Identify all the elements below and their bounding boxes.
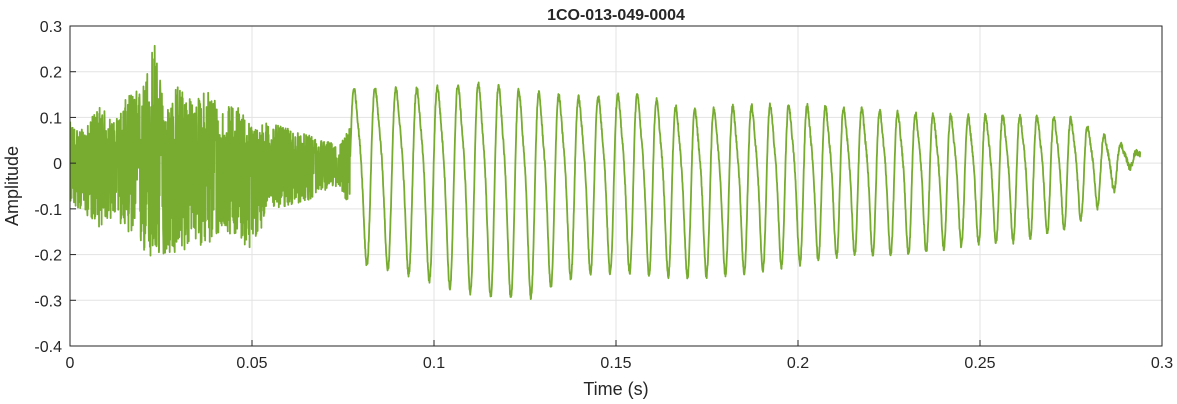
x-tick-label: 0.3 xyxy=(1151,355,1173,372)
y-tick-label: -0.2 xyxy=(34,248,62,265)
x-axis-label: Time (s) xyxy=(583,379,648,399)
y-tick-label: 0.2 xyxy=(40,65,62,82)
y-tick-label: 0.1 xyxy=(40,110,62,127)
signal-line xyxy=(70,44,1142,301)
y-tick-label: -0.3 xyxy=(34,293,62,310)
x-tick-label: 0.1 xyxy=(423,355,445,372)
y-axis: -0.4 -0.3 -0.2 -0.1 0 0.1 0.2 0.3 xyxy=(34,19,76,356)
y-tick-label: -0.1 xyxy=(34,202,62,219)
x-tick-label: 0 xyxy=(66,355,75,372)
x-axis: 0 0.05 0.1 0.15 0.2 0.25 0.3 xyxy=(66,340,1173,372)
y-tick-label: 0.3 xyxy=(40,19,62,36)
y-axis-label: Amplitude xyxy=(2,146,22,226)
x-tick-label: 0.25 xyxy=(964,355,995,372)
x-tick-label: 0.2 xyxy=(787,355,809,372)
x-tick-label: 0.05 xyxy=(236,355,267,372)
y-tick-label: -0.4 xyxy=(34,339,62,356)
chart-title: 1CO-013-049-0004 xyxy=(547,7,685,24)
x-tick-label: 0.15 xyxy=(600,355,631,372)
y-tick-label: 0 xyxy=(53,156,62,173)
